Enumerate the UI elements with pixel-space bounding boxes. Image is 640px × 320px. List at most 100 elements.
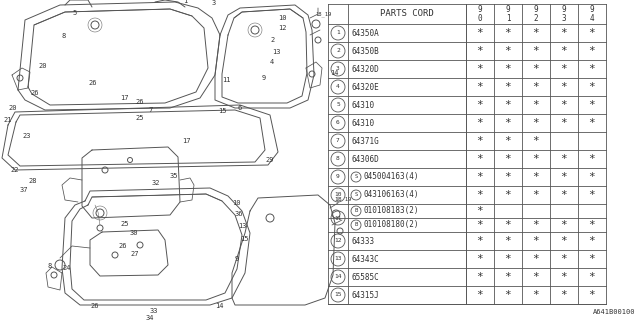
Text: 15: 15 xyxy=(240,236,248,242)
Text: *: * xyxy=(504,118,511,128)
Text: *: * xyxy=(589,254,595,264)
Text: 8: 8 xyxy=(48,263,52,269)
Text: 30: 30 xyxy=(130,230,138,236)
Text: 37: 37 xyxy=(20,187,29,193)
Text: *: * xyxy=(532,220,540,230)
Text: *: * xyxy=(561,172,568,182)
Text: 17: 17 xyxy=(120,95,129,101)
Text: 25: 25 xyxy=(120,221,129,227)
Text: 35: 35 xyxy=(170,173,179,179)
Text: *: * xyxy=(477,290,483,300)
Text: 9
0: 9 0 xyxy=(477,5,483,23)
Text: *: * xyxy=(561,190,568,200)
Text: 64320D: 64320D xyxy=(351,65,379,74)
Text: *: * xyxy=(504,28,511,38)
Text: *: * xyxy=(532,154,540,164)
Text: *: * xyxy=(477,64,483,74)
Text: 17: 17 xyxy=(182,138,191,144)
Text: 64343C: 64343C xyxy=(351,254,379,263)
Text: *: * xyxy=(477,100,483,110)
Text: 64306D: 64306D xyxy=(351,155,379,164)
Text: 20: 20 xyxy=(8,105,17,111)
Text: 32: 32 xyxy=(152,180,161,186)
Text: *: * xyxy=(589,290,595,300)
Text: *: * xyxy=(504,100,511,110)
Text: *: * xyxy=(504,254,511,264)
Text: 9: 9 xyxy=(262,75,266,81)
Text: B: B xyxy=(355,209,358,213)
Text: 23: 23 xyxy=(22,133,31,139)
Text: *: * xyxy=(532,46,540,56)
Text: 18 19: 18 19 xyxy=(335,197,351,202)
Text: 13: 13 xyxy=(334,257,342,261)
Text: *: * xyxy=(504,154,511,164)
Text: *: * xyxy=(504,290,511,300)
Text: *: * xyxy=(532,64,540,74)
Text: *: * xyxy=(589,118,595,128)
Text: 14: 14 xyxy=(215,303,223,309)
Text: 9
4: 9 4 xyxy=(589,5,595,23)
Text: 15: 15 xyxy=(334,292,342,298)
Text: S: S xyxy=(355,193,358,197)
Text: *: * xyxy=(504,64,511,74)
Text: 11: 11 xyxy=(222,77,230,83)
Text: 20: 20 xyxy=(38,63,47,69)
Text: 26: 26 xyxy=(118,243,127,249)
Text: 64310: 64310 xyxy=(351,100,374,109)
Text: *: * xyxy=(561,220,568,230)
Text: *: * xyxy=(561,28,568,38)
Text: 24: 24 xyxy=(62,265,70,271)
Text: *: * xyxy=(532,118,540,128)
Text: 2: 2 xyxy=(270,37,275,43)
Text: *: * xyxy=(504,220,511,230)
Text: *: * xyxy=(504,46,511,56)
Text: *: * xyxy=(561,118,568,128)
Text: PARTS CORD: PARTS CORD xyxy=(380,10,434,19)
Text: 64310: 64310 xyxy=(351,118,374,127)
Text: *: * xyxy=(589,64,595,74)
Text: *: * xyxy=(532,172,540,182)
Text: *: * xyxy=(589,172,595,182)
Text: *: * xyxy=(532,272,540,282)
Text: *: * xyxy=(561,290,568,300)
Text: *: * xyxy=(504,190,511,200)
Text: *: * xyxy=(589,28,595,38)
Text: 1: 1 xyxy=(336,30,340,36)
Text: 12: 12 xyxy=(278,25,287,31)
Text: *: * xyxy=(561,82,568,92)
Text: *: * xyxy=(589,100,595,110)
Text: *: * xyxy=(532,82,540,92)
Text: 27: 27 xyxy=(130,251,138,257)
Text: *: * xyxy=(477,118,483,128)
Text: *: * xyxy=(477,136,483,146)
Text: 3: 3 xyxy=(212,0,216,6)
Text: *: * xyxy=(532,100,540,110)
Text: 64333: 64333 xyxy=(351,236,374,245)
Text: 4: 4 xyxy=(270,59,275,65)
Text: *: * xyxy=(477,206,483,216)
Text: 2: 2 xyxy=(336,49,340,53)
Text: 010108183(2): 010108183(2) xyxy=(363,206,419,215)
Text: *: * xyxy=(532,290,540,300)
Text: *: * xyxy=(477,236,483,246)
Text: 64350B: 64350B xyxy=(351,46,379,55)
Text: *: * xyxy=(589,190,595,200)
Text: 6: 6 xyxy=(238,105,243,111)
Text: 3: 3 xyxy=(336,67,340,71)
Text: 29: 29 xyxy=(265,157,273,163)
Text: *: * xyxy=(477,254,483,264)
Text: *: * xyxy=(561,254,568,264)
Text: 1: 1 xyxy=(183,0,188,4)
Text: 6: 6 xyxy=(336,121,340,125)
Text: 13: 13 xyxy=(272,49,280,55)
Text: 13: 13 xyxy=(238,223,246,229)
Text: *: * xyxy=(504,272,511,282)
Text: *: * xyxy=(589,236,595,246)
Text: 26: 26 xyxy=(90,303,99,309)
Text: *: * xyxy=(504,172,511,182)
Text: *: * xyxy=(504,82,511,92)
Text: 045004163(4): 045004163(4) xyxy=(363,172,419,181)
Text: 10: 10 xyxy=(232,200,241,206)
Text: *: * xyxy=(532,236,540,246)
Text: 043106163(4): 043106163(4) xyxy=(363,190,419,199)
